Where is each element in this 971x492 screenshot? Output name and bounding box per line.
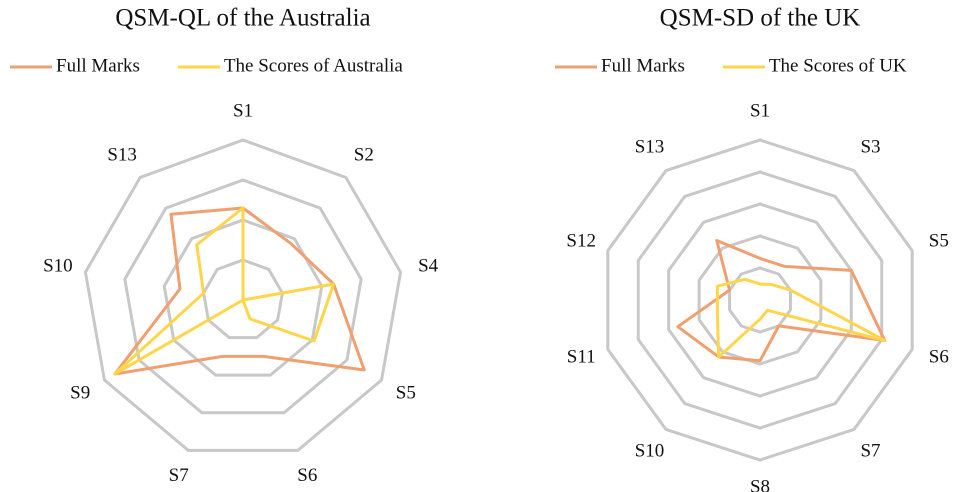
axis-label: S1 xyxy=(233,100,253,121)
legend-label: The Scores of Australia xyxy=(224,55,403,76)
axis-label: S3 xyxy=(860,136,880,157)
series-line xyxy=(113,206,336,376)
axis-label: S10 xyxy=(635,440,665,461)
axis-label: S1 xyxy=(750,100,770,121)
axis-label: S7 xyxy=(860,440,880,461)
legend-label: Full Marks xyxy=(601,55,685,76)
grid-ring xyxy=(606,138,914,462)
axis-label: S13 xyxy=(635,136,665,157)
axis-label: S5 xyxy=(929,230,949,251)
grid-ring xyxy=(636,170,884,430)
series-line xyxy=(715,277,887,359)
axis-label: S9 xyxy=(70,382,90,403)
axis-label: S8 xyxy=(750,476,770,492)
axis-label: S4 xyxy=(418,256,439,277)
axis-label: S13 xyxy=(107,144,137,165)
chart-title: QSM-QL of the Australia xyxy=(115,5,370,32)
legend-label: Full Marks xyxy=(56,55,140,76)
series-line xyxy=(676,238,887,363)
axis-label: S10 xyxy=(43,256,73,277)
axis-label: S6 xyxy=(929,346,949,367)
axis-label: S5 xyxy=(396,382,416,403)
axis-label: S2 xyxy=(354,144,374,165)
axis-label: S11 xyxy=(567,346,596,367)
grid-ring xyxy=(83,138,403,452)
axis-label: S7 xyxy=(169,465,189,486)
legend-label: The Scores of UK xyxy=(769,55,907,76)
chart-title: QSM-SD of the UK xyxy=(660,5,861,32)
grid-ring xyxy=(202,258,284,340)
grid-ring xyxy=(667,202,853,398)
axis-label: S12 xyxy=(566,230,596,251)
grid-ring xyxy=(123,178,363,415)
axis-label: S6 xyxy=(297,465,317,486)
grid-ring xyxy=(728,266,792,334)
series-line xyxy=(113,206,366,376)
